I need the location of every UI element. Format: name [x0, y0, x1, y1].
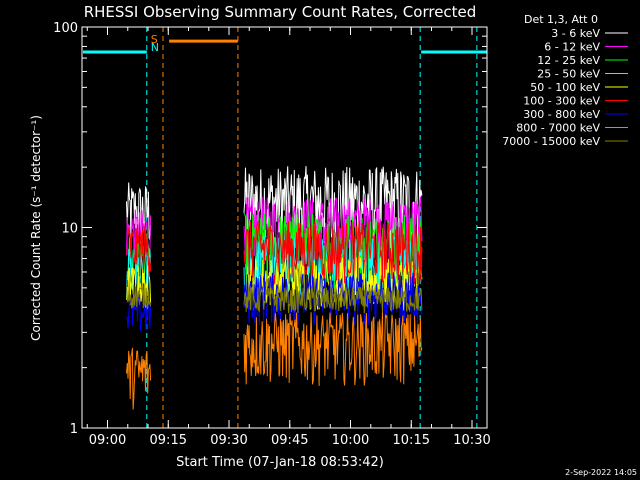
- series-line: [126, 182, 152, 245]
- y-axis-label: Corrected Count Rate (s⁻¹ detector⁻¹): [29, 115, 43, 341]
- x-tick-label: 10:30: [453, 433, 490, 448]
- saa-label: S: [151, 33, 158, 46]
- series-line: [126, 224, 152, 277]
- legend-entry-label: 25 - 50 keV: [537, 68, 600, 81]
- night-label: N: [151, 41, 159, 54]
- legend-entry-label: 3 - 6 keV: [551, 27, 600, 40]
- legend-title: Det 1,3, Att 0: [524, 13, 598, 26]
- chart-title: RHESSI Observing Summary Count Rates, Co…: [84, 3, 477, 21]
- x-axis: 09:00 09:15 09:30 09:45 10:00 10:15 10:30: [86, 27, 491, 448]
- legend-entry-label: 12 - 25 keV: [537, 54, 600, 67]
- x-tick-label: 09:30: [210, 433, 247, 448]
- x-axis-label: Start Time (07-Jan-18 08:53:42): [176, 455, 384, 470]
- series-line: [243, 312, 423, 387]
- series-800-7000-kev: [126, 312, 423, 410]
- x-tick-label: 10:15: [393, 433, 430, 448]
- series-7000-15000-kev: [126, 283, 423, 314]
- series-line: [243, 272, 423, 326]
- plot-area: NS: [83, 27, 487, 428]
- legend-entry-label: 300 - 800 keV: [523, 108, 600, 121]
- x-tick-label: 10:00: [332, 433, 369, 448]
- x-tick-label: 09:15: [150, 433, 187, 448]
- legend-entry-label: 50 - 100 keV: [530, 81, 600, 94]
- legend-entry-label: 6 - 12 keV: [544, 41, 600, 54]
- legend-entry-label: 7000 - 15000 keV: [502, 135, 600, 148]
- y-axis: 100 10 1: [53, 21, 487, 437]
- y-tick-label: 10: [61, 222, 78, 237]
- date-stamp: 2-Sep-2022 14:05: [565, 468, 637, 477]
- series-line: [126, 247, 152, 299]
- x-tick-label: 09:45: [271, 433, 308, 448]
- y-tick-label: 100: [53, 21, 78, 36]
- series-100-300-kev: [126, 220, 423, 286]
- legend-entry-label: 800 - 7000 keV: [516, 122, 600, 135]
- series-line: [243, 285, 423, 314]
- legend-entry-label: 100 - 300 keV: [523, 95, 600, 108]
- series-line: [126, 347, 152, 410]
- y-tick-label: 1: [70, 422, 78, 437]
- series-line: [243, 220, 423, 286]
- series-line: [126, 283, 152, 310]
- x-tick-label: 09:00: [89, 433, 126, 448]
